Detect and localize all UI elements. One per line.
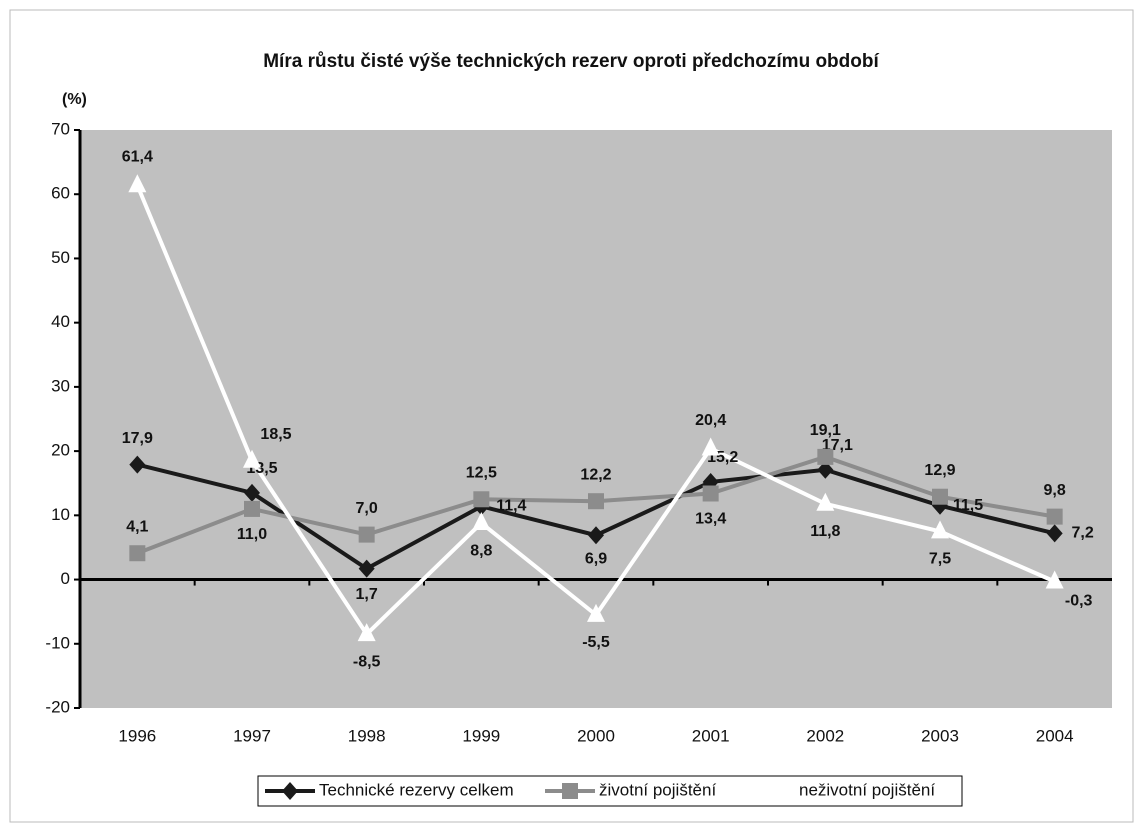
x-tick-label: 2004: [1036, 726, 1074, 745]
y-tick-label: 0: [61, 569, 70, 588]
marker: [587, 603, 605, 622]
data-label: 11,5: [953, 497, 983, 514]
data-label: 8,8: [470, 542, 492, 559]
x-tick-label: 1998: [348, 726, 386, 745]
y-tick-label: 10: [51, 505, 70, 524]
data-label: -8,5: [353, 653, 381, 670]
x-tick-label: 2000: [577, 726, 615, 745]
y-tick-label: 60: [51, 184, 70, 203]
marker: [932, 488, 948, 505]
legend-label: neživotní pojištění: [799, 780, 935, 799]
x-tick-label: 1996: [118, 726, 156, 745]
data-label: 12,2: [580, 466, 611, 483]
marker: [931, 520, 949, 539]
marker: [588, 526, 604, 545]
marker: [473, 491, 490, 508]
x-tick-label: 1999: [462, 726, 500, 745]
marker: [817, 448, 834, 465]
data-label: 18,5: [260, 426, 291, 443]
y-tick-label: 30: [51, 376, 70, 395]
legend-label: životní pojištění: [599, 780, 716, 799]
data-label: 17,9: [122, 430, 153, 447]
data-label: 11,0: [237, 526, 267, 543]
y-axis-label: (%): [62, 91, 87, 108]
data-label: -5,5: [582, 634, 610, 651]
marker: [1046, 508, 1063, 525]
data-label: 6,9: [585, 550, 607, 567]
x-tick-label: 2002: [806, 726, 844, 745]
marker: [588, 493, 604, 510]
data-label: 61,4: [122, 148, 153, 165]
marker: [129, 545, 146, 562]
data-label: 9,8: [1044, 482, 1066, 499]
data-label: 7,2: [1072, 525, 1094, 542]
marker: [358, 526, 375, 543]
data-label: 4,1: [126, 518, 148, 535]
y-tick-label: -20: [45, 697, 70, 716]
marker: [702, 485, 719, 502]
data-label: 13,4: [695, 511, 726, 528]
data-label: 7,5: [929, 551, 951, 568]
y-tick-label: 50: [51, 248, 70, 267]
marker: [129, 455, 146, 474]
x-tick-label: 2003: [921, 726, 959, 745]
y-tick-label: 40: [51, 312, 70, 331]
marker: [244, 500, 260, 517]
legend-label: Technické rezervy celkem: [319, 780, 514, 799]
data-label: 7,0: [356, 500, 378, 517]
data-label: 11,4: [496, 498, 526, 515]
marker: [243, 449, 261, 468]
data-label: 11,8: [810, 523, 840, 540]
marker: [1046, 524, 1063, 543]
marker: [562, 783, 578, 799]
data-label: 1,7: [356, 586, 378, 603]
marker: [357, 623, 376, 642]
marker: [358, 559, 375, 578]
data-label: -0,3: [1065, 593, 1093, 610]
legend-box: [257, 775, 963, 807]
data-label: 19,1: [810, 422, 841, 439]
data-label: 12,9: [924, 462, 955, 479]
marker: [244, 483, 260, 502]
marker: [282, 782, 298, 800]
marker: [701, 437, 720, 456]
y-tick-label: 20: [51, 441, 70, 460]
marker: [817, 460, 834, 479]
marker: [1045, 570, 1064, 589]
marker: [128, 174, 147, 193]
data-label: 12,5: [466, 464, 497, 481]
chart-title: Míra růstu čisté výše technických rezerv…: [263, 51, 879, 72]
legend: Technické rezervy celkem životní pojištěn…: [257, 775, 963, 807]
marker: [472, 512, 491, 531]
y-tick-label: 70: [51, 119, 70, 138]
data-label: 20,4: [695, 412, 726, 429]
marker: [761, 780, 779, 798]
x-tick-label: 2001: [692, 726, 730, 745]
y-tick-label: -10: [45, 633, 70, 652]
marker: [816, 492, 835, 511]
x-tick-label: 1997: [233, 726, 271, 745]
